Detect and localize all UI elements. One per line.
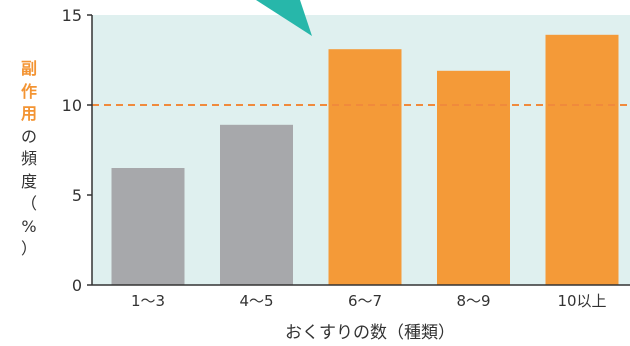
y-axis-label-char: %: [21, 216, 37, 236]
y-axis-label-char: 作: [20, 81, 37, 101]
bar-5: [545, 34, 619, 285]
y-tick-label: 15: [62, 6, 82, 25]
y-tick-label: 5: [72, 186, 82, 205]
x-axis-label: おくすりの数（種類）: [285, 323, 455, 343]
y-axis-label-char: ）: [20, 239, 37, 258]
y-axis-label-char: 用: [20, 104, 37, 123]
x-tick-label: 8～9: [456, 292, 490, 310]
bar-4: [437, 70, 510, 285]
y-axis-label-char: 度: [20, 171, 37, 191]
x-tick-label: 10以上: [557, 292, 606, 310]
y-tick-label: 10: [62, 96, 82, 115]
y-axis-label: 副作用の頻度 （% ）: [14, 58, 44, 261]
y-axis-label-char: 頻: [20, 149, 37, 168]
callout-pointer: [256, 0, 312, 36]
x-tick-label: 1～3: [131, 292, 165, 310]
bar-1: [111, 168, 185, 285]
y-tick-label: 0: [72, 276, 82, 295]
y-axis-label-char: の: [20, 126, 37, 146]
y-axis-label-char: 副: [20, 59, 37, 78]
x-tick-label: 4～5: [239, 292, 273, 310]
x-tick-label: 6～7: [348, 292, 382, 310]
bar-2: [220, 124, 293, 285]
y-axis-label-char: （: [20, 194, 37, 213]
bar-3: [328, 49, 402, 286]
